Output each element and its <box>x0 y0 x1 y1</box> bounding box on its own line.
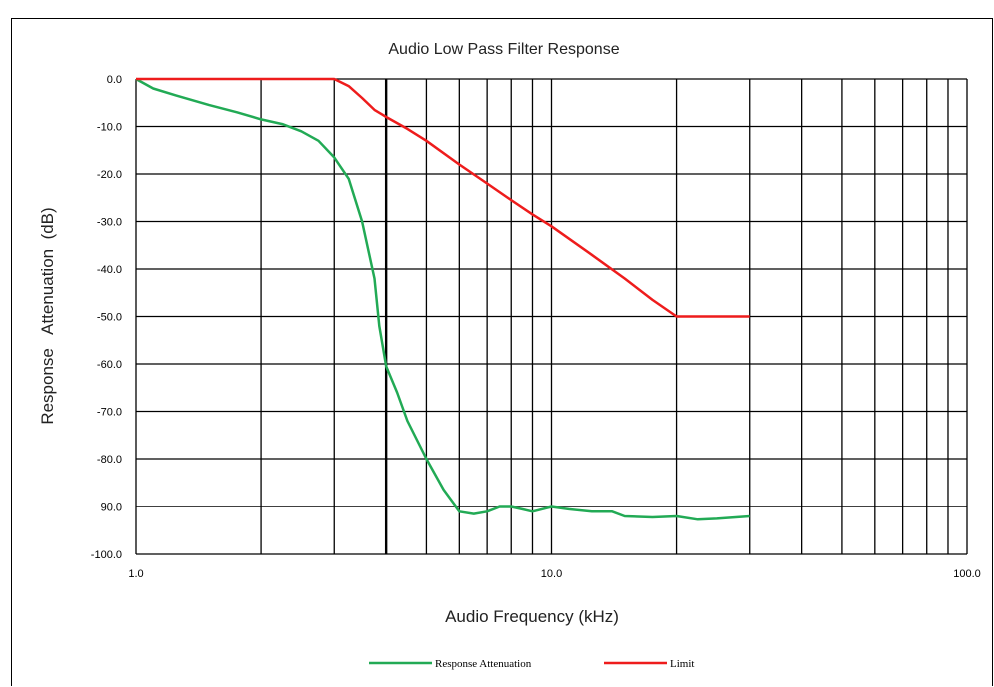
grid-layer <box>135 78 968 555</box>
y-tick-label: -100.0 <box>91 549 122 561</box>
y-axis-title: Response Attenuation (dB) <box>38 207 57 424</box>
y-tick-label: -10.0 <box>97 122 122 134</box>
x-tick-label: 100.0 <box>953 568 981 580</box>
y-tick-label: 0.0 <box>107 74 122 86</box>
chart-title: Audio Low Pass Filter Response <box>388 41 619 58</box>
legend-label: Response Attenuation <box>435 658 532 670</box>
series-layer <box>135 77 750 521</box>
y-tick-label: -60.0 <box>97 359 122 371</box>
x-tick-label: 1.0 <box>128 568 143 580</box>
y-tick-label: -20.0 <box>97 169 122 181</box>
chart-svg: Audio Low Pass Filter Response 0.0 -10.0 -… <box>38 41 981 670</box>
legend: Response Attenuation Limit <box>369 658 694 670</box>
x-axis-title: Audio Frequency (kHz) <box>445 607 619 626</box>
y-tick-label: -30.0 <box>97 217 122 229</box>
series-line <box>135 77 750 521</box>
series-line <box>136 77 750 318</box>
y-tick-label: -40.0 <box>97 264 122 276</box>
tick-layer: 0.0 -10.0 -20.0 -30.0 -40.0 -50.0 -60.0 -70.0 -8… <box>91 74 981 580</box>
y-tick-label: -70.0 <box>97 407 122 419</box>
y-tick-label: -80.0 <box>97 454 122 466</box>
chart-frame: Audio Low Pass Filter Response 0.0 -10.0 -… <box>11 18 993 686</box>
y-tick-label: 90.0 <box>101 502 122 514</box>
legend-label: Limit <box>670 658 694 670</box>
x-tick-label: 10.0 <box>541 568 562 580</box>
y-tick-label: -50.0 <box>97 312 122 324</box>
